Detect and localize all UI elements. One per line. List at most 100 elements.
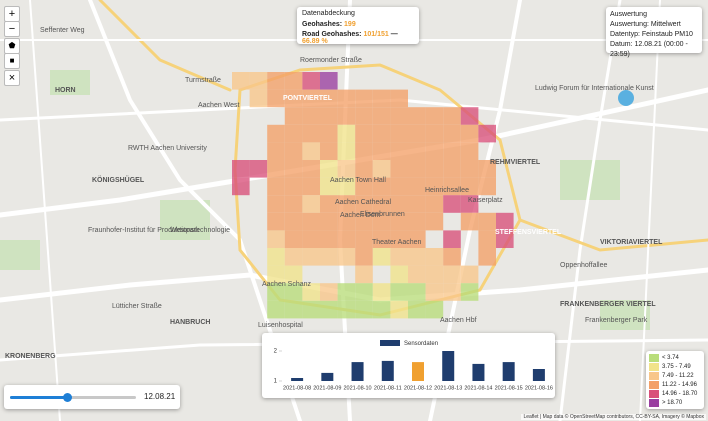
coverage-road: Road Geohashes: 101/151 — 66.89 % (302, 31, 414, 45)
map-label: Aachen Schanz (262, 281, 312, 288)
map-label: Frankenberger Park (585, 317, 648, 324)
geohash-cell (355, 300, 373, 319)
geohash-cell (267, 248, 285, 266)
geohash-cell (443, 142, 461, 160)
geohash-cell (443, 230, 461, 248)
slider-fill (10, 396, 68, 399)
map-label: Elisenbrunnen (360, 211, 405, 218)
map-label: Aachen West (198, 102, 240, 109)
geohash-cell (460, 177, 479, 196)
geohash-cell (390, 265, 408, 284)
geohash-cell (355, 248, 373, 266)
geohash-cell (372, 142, 391, 160)
geohash-cell (460, 107, 479, 125)
bar (412, 362, 424, 381)
coverage-panel: Datenabdeckung Geohashes: 199 Road Geoha… (297, 7, 419, 45)
x-tick-label: 2021-08-08 (283, 385, 311, 391)
geohash-cell (337, 195, 356, 213)
geohash-cell (302, 300, 320, 319)
geohash-cell (443, 265, 461, 284)
slider-track (10, 396, 136, 399)
geohash-cell (355, 89, 373, 108)
geohash-cell (302, 89, 320, 108)
geohash-cell (267, 212, 285, 231)
geohash-cell (284, 72, 303, 90)
geohash-cell (390, 142, 408, 160)
draw-polygon[interactable]: ⬟ (4, 38, 20, 54)
geohash-cell (443, 160, 461, 178)
legend-swatch (649, 371, 659, 380)
evaluation-line: Auswertung: Mittelwert (610, 21, 681, 28)
map-label: STEFFENSVIERTEL (495, 229, 562, 236)
legend-item: < 3.74 (649, 353, 701, 362)
geohash-cell (390, 212, 408, 231)
map-label: PONTVIERTEL (283, 95, 333, 102)
map-label: HORN (55, 87, 76, 94)
label: Road Geohashes: (302, 31, 362, 38)
geohash-cell (372, 107, 391, 125)
geohash-cell (408, 230, 426, 248)
x-tick-label: 2021-08-09 (313, 385, 341, 391)
geohash-cell (460, 142, 479, 160)
geohash-cell (408, 107, 426, 125)
geohash-cell (302, 195, 320, 213)
slider-thumb[interactable] (63, 393, 72, 402)
geohash-cell (496, 212, 514, 231)
geohash-cell (267, 265, 285, 284)
geohash-cell (372, 160, 391, 178)
draw-rectangle[interactable]: ■ (4, 53, 20, 69)
map-label: Oppenhoffallee (560, 262, 607, 269)
geohash-cell (372, 89, 391, 108)
geohash-cell (408, 248, 426, 266)
geohash-cell (337, 89, 356, 108)
label: Geohashes: (302, 21, 343, 28)
zoom-out[interactable]: − (4, 21, 20, 37)
coverage-title: Datenabdeckung (302, 10, 355, 17)
geohash-cell (408, 212, 426, 231)
map-label: VIKTORIAVIERTEL (600, 239, 663, 246)
geohash-cell (302, 72, 320, 90)
geohash-cell (320, 160, 338, 178)
chart-panel: Sensordaten 1 2 2021-08-08 2021-08-09 2021-08… (262, 333, 555, 398)
geohash-cell (372, 248, 391, 266)
geohash-cell (320, 283, 338, 301)
legend-label: < 3.74 (662, 354, 679, 361)
zoom-in[interactable]: + (4, 6, 20, 22)
y-tick-label: 1 (274, 379, 278, 385)
geohash-cell (425, 212, 444, 231)
geohash-cell (355, 265, 373, 284)
geohash-cell (302, 212, 320, 231)
legend-item: 14.96 - 18.70 (649, 389, 701, 398)
geohash-cell (267, 230, 285, 248)
geohash-cell (408, 177, 426, 196)
geohash-cell (443, 124, 461, 143)
map-labels: HORN PONTVIERTEL KÖNIGSHÜGEL HANBRUCH KR… (5, 27, 663, 360)
geohash-cell (337, 107, 356, 125)
separator: — (390, 31, 398, 38)
geohash-cell (372, 212, 391, 231)
x-tick-label: 2021-08-13 (434, 385, 462, 391)
geohash-cell (267, 72, 285, 90)
legend-label: 7.49 - 11.22 (662, 372, 694, 379)
geohash-cell (408, 265, 426, 284)
geohash-cell (320, 195, 338, 213)
geohash-cell (390, 195, 408, 213)
geohash-cell (443, 283, 461, 301)
geohash-cell (478, 212, 496, 231)
geohash-cell (390, 283, 408, 301)
map-label: Heinrichsallee (425, 187, 469, 194)
geohash-cell (355, 160, 373, 178)
geohash-cell (302, 142, 320, 160)
legend-item: > 18.70 (649, 398, 701, 407)
x-tick-label: 2021-08-10 (343, 385, 371, 391)
geohash-cell (478, 160, 496, 178)
legend-swatch (649, 389, 659, 398)
legend-label: 11.22 - 14.96 (662, 381, 697, 388)
legend-swatch (649, 398, 659, 407)
geohash-cell (320, 212, 338, 231)
geohash-cell (355, 195, 373, 213)
map-label: RWTH Aachen University (128, 145, 207, 152)
geohash-cell (320, 142, 338, 160)
geohash-cell (372, 230, 391, 248)
clear-drawing[interactable]: × (4, 70, 20, 86)
